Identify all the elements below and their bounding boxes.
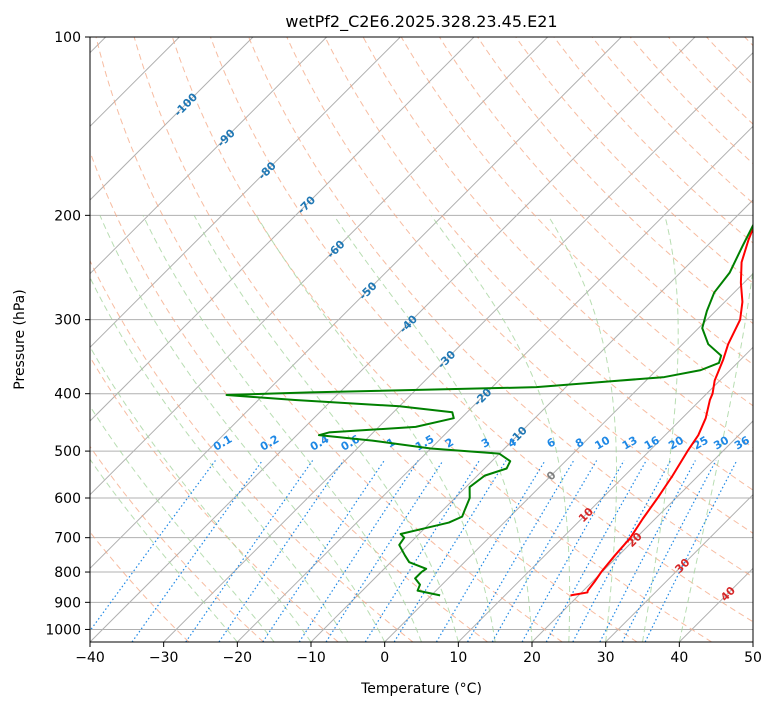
dry-adiabat-line: [362, 37, 753, 449]
background-lines: [90, 37, 753, 642]
mixing-ratio-line: [491, 460, 598, 642]
moist-adiabat-line: [678, 265, 753, 642]
mixing-ratio-line: [90, 460, 216, 632]
x-tick-label: 50: [744, 650, 762, 666]
dry-adiabat-line: [629, 37, 753, 165]
mixing-ratio-line: [644, 460, 738, 642]
mixing-ratio-line: [185, 460, 314, 642]
isotherm-line: [90, 37, 254, 201]
moist-adiabat-line: [333, 215, 533, 642]
x-tick-label: −20: [223, 650, 253, 666]
y-tick-label: 300: [54, 313, 81, 329]
x-tick-label: 0: [380, 650, 389, 666]
y-tick-label: 100: [54, 30, 81, 46]
dry-adiabat-line: [90, 445, 264, 642]
dry-adiabat-line: [591, 37, 753, 204]
x-tick-label: 10: [449, 650, 467, 666]
chart-title: wetPf2_C2E6.2025.328.23.45.E21: [285, 12, 557, 32]
isotherm-line: [384, 272, 753, 642]
moist-adiabat-line: [193, 215, 459, 642]
y-tick-label: 600: [54, 491, 81, 507]
dry-adiabat-line: [515, 37, 753, 284]
y-tick-label: 800: [54, 565, 81, 581]
temperature-profile-line: [570, 225, 753, 597]
plot-frame: [89, 36, 754, 643]
mixing-ratio-line: [521, 460, 625, 642]
isotherm-line: [90, 37, 401, 349]
x-tick-label: −30: [149, 650, 179, 666]
y-tick-label: 700: [54, 531, 81, 547]
isotherm-line: [90, 37, 549, 496]
y-tick-label: 400: [54, 387, 81, 403]
dry-adiabat-line: [477, 37, 753, 325]
dry-adiabat-line: [95, 37, 563, 642]
isotherm-line: [163, 51, 753, 642]
dewpoint-profile-line: [225, 223, 753, 597]
isotherm-line: [605, 493, 753, 642]
isotherm-line: [90, 37, 328, 275]
y-tick-label: 900: [54, 595, 81, 611]
x-axis-ticks: −40 −30 −20 −10 0 10 20 30 40 50: [75, 642, 762, 666]
moist-adiabat-line: [547, 215, 618, 642]
y-axis-ticks: 100 200 300 400 500 600 700 800 900 1000: [45, 30, 90, 638]
mixing-ratio-line: [262, 460, 385, 642]
isotherm-line: [457, 346, 753, 642]
y-tick-label: 500: [54, 444, 81, 460]
y-tick-label: 1000: [45, 622, 81, 638]
dry-adiabat-line: [210, 37, 753, 623]
x-tick-label: 20: [523, 650, 541, 666]
isotherm-line: [236, 125, 753, 642]
x-axis-label: Temperature (°C): [360, 681, 482, 697]
profile-lines: [225, 223, 753, 597]
y-axis-label: Pressure (hPa): [12, 289, 28, 389]
moist-adiabat-line: [90, 458, 238, 642]
dry-adiabat-line: [248, 37, 753, 578]
x-tick-label: −10: [296, 650, 326, 666]
mixing-ratio-line: [466, 460, 575, 642]
mixing-ratio-line: [218, 460, 345, 642]
dry-adiabat-line: [171, 37, 712, 642]
mixing-ratio-line: [545, 460, 647, 642]
isotherm-line: [90, 37, 475, 422]
x-tick-label: −40: [75, 650, 105, 666]
mixing-ratio-line: [393, 460, 507, 642]
x-tick-label: 30: [597, 650, 615, 666]
moist-adiabat-line: [90, 345, 312, 642]
moist-adiabat-line: [642, 215, 679, 642]
moist-adiabat-line: [90, 405, 275, 642]
y-tick-label: 200: [54, 208, 81, 224]
moist-adiabat-line: [142, 215, 422, 642]
x-tick-label: 40: [670, 650, 688, 666]
moist-adiabat-line: [430, 215, 571, 642]
mixing-ratio-line: [435, 460, 546, 642]
moist-adiabat-line: [99, 215, 386, 642]
dry-adiabat-line: [133, 37, 638, 642]
dry-adiabat-line: [90, 259, 414, 642]
mixing-ratio-line: [298, 460, 419, 642]
isotherm-line: [531, 420, 753, 642]
isotherm-line: [90, 37, 622, 570]
mixing-ratio-line: [131, 460, 263, 642]
dry-adiabat-line: [400, 37, 753, 407]
dry-adiabat-line: [324, 37, 753, 491]
